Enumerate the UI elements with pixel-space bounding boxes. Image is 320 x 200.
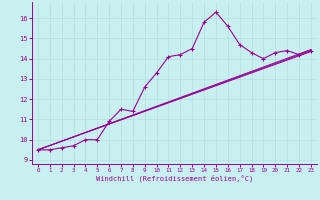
X-axis label: Windchill (Refroidissement éolien,°C): Windchill (Refroidissement éolien,°C) bbox=[96, 175, 253, 182]
